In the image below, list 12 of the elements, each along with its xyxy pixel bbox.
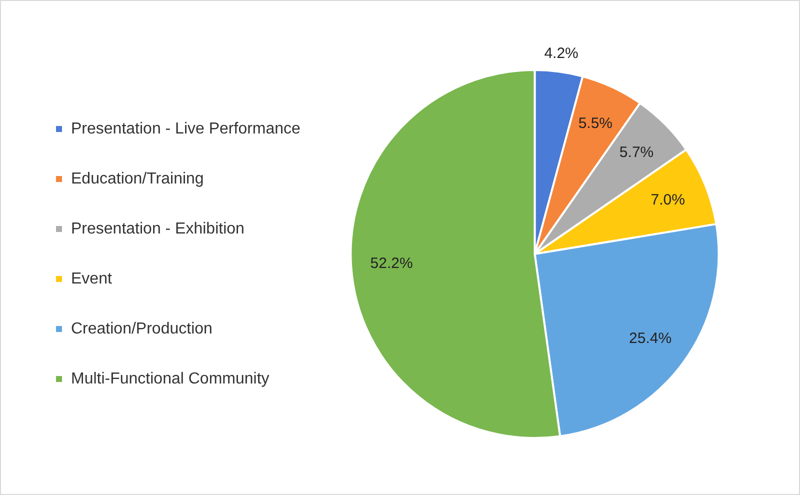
data-label: 5.7% [619, 144, 654, 161]
legend-label: Creation/Production [71, 320, 212, 338]
data-label: 5.5% [578, 115, 613, 132]
legend-label: Event [71, 270, 112, 288]
legend-label: Education/Training [71, 170, 204, 188]
data-label: 25.4% [629, 330, 672, 348]
data-label: 52.2% [370, 255, 413, 272]
data-label: 4.2% [544, 44, 578, 62]
legend-label: Presentation - Live Performance [71, 120, 301, 138]
data-label: 7.0% [650, 191, 685, 208]
legend-label: Presentation - Exhibition [71, 220, 244, 238]
legend-label: Multi-Functional Community [71, 370, 270, 388]
